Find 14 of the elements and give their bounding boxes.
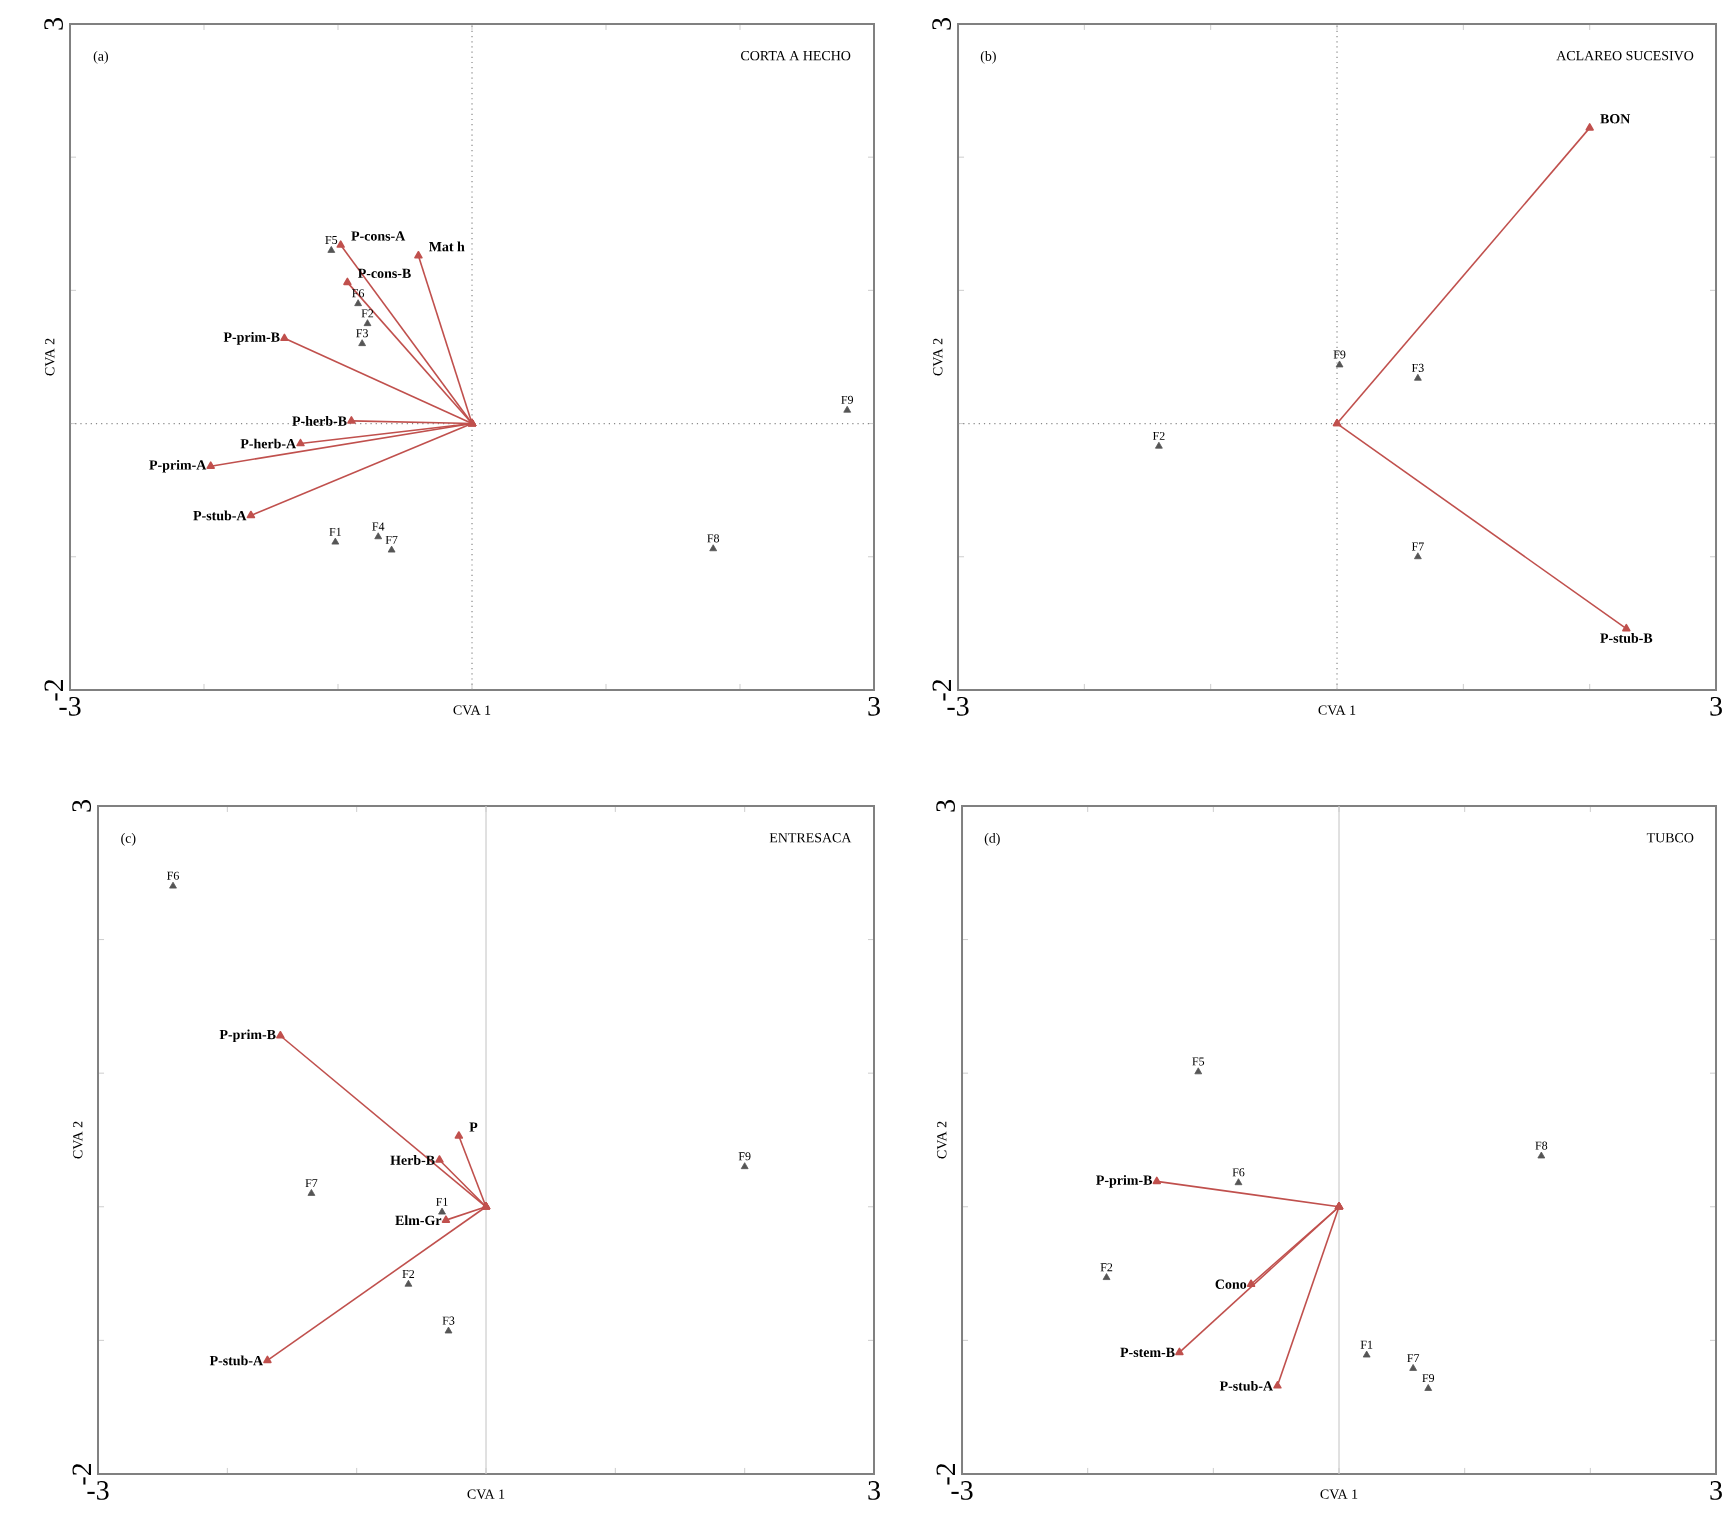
y-tick-label: -2 [932,679,951,701]
y-tick-label: -2 [936,1463,955,1485]
x-tick-label: 3 [1710,697,1722,716]
y-tick-label: 3 [932,18,951,30]
x-tick-label: -3 [951,1481,973,1500]
x-tick-label: -3 [87,1481,109,1500]
x-tick-label: 3 [868,1481,880,1500]
y-tick-label: 3 [936,800,955,812]
y-tick-label: -2 [44,679,63,701]
x-tick-label: 3 [868,697,880,716]
x-tick-label: 3 [1710,1481,1722,1500]
x-tick-label: -3 [59,697,81,716]
x-tick-label: -3 [947,697,969,716]
y-tick-label: -2 [72,1463,91,1485]
